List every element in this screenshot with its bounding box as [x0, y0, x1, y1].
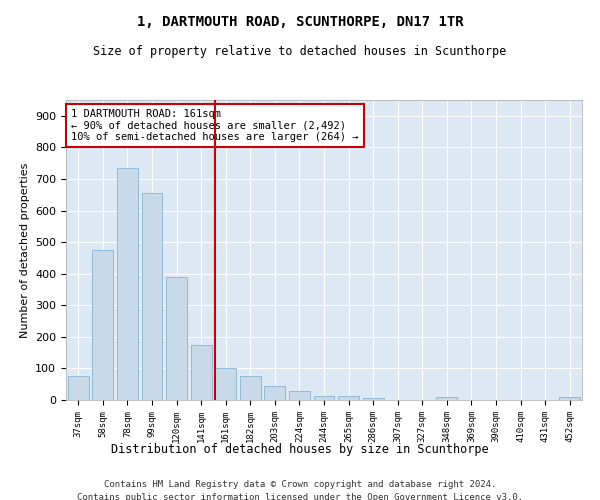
Text: Contains HM Land Registry data © Crown copyright and database right 2024.: Contains HM Land Registry data © Crown c…: [104, 480, 496, 489]
Text: 1 DARTMOUTH ROAD: 161sqm
← 90% of detached houses are smaller (2,492)
10% of sem: 1 DARTMOUTH ROAD: 161sqm ← 90% of detach…: [71, 109, 359, 142]
Bar: [166, 277, 187, 400]
Bar: [436, 398, 457, 400]
Text: Size of property relative to detached houses in Scunthorpe: Size of property relative to detached ho…: [94, 45, 506, 58]
Bar: [265, 386, 286, 400]
Bar: [314, 396, 334, 400]
Bar: [142, 193, 163, 400]
Bar: [92, 250, 113, 400]
Bar: [240, 376, 261, 400]
Y-axis label: Number of detached properties: Number of detached properties: [20, 162, 29, 338]
Bar: [215, 368, 236, 400]
Text: 1, DARTMOUTH ROAD, SCUNTHORPE, DN17 1TR: 1, DARTMOUTH ROAD, SCUNTHORPE, DN17 1TR: [137, 15, 463, 29]
Text: Distribution of detached houses by size in Scunthorpe: Distribution of detached houses by size …: [111, 442, 489, 456]
Bar: [117, 168, 138, 400]
Bar: [68, 376, 89, 400]
Bar: [338, 396, 359, 400]
Text: Contains public sector information licensed under the Open Government Licence v3: Contains public sector information licen…: [77, 492, 523, 500]
Bar: [559, 397, 580, 400]
Bar: [362, 398, 383, 400]
Bar: [191, 344, 212, 400]
Bar: [289, 390, 310, 400]
